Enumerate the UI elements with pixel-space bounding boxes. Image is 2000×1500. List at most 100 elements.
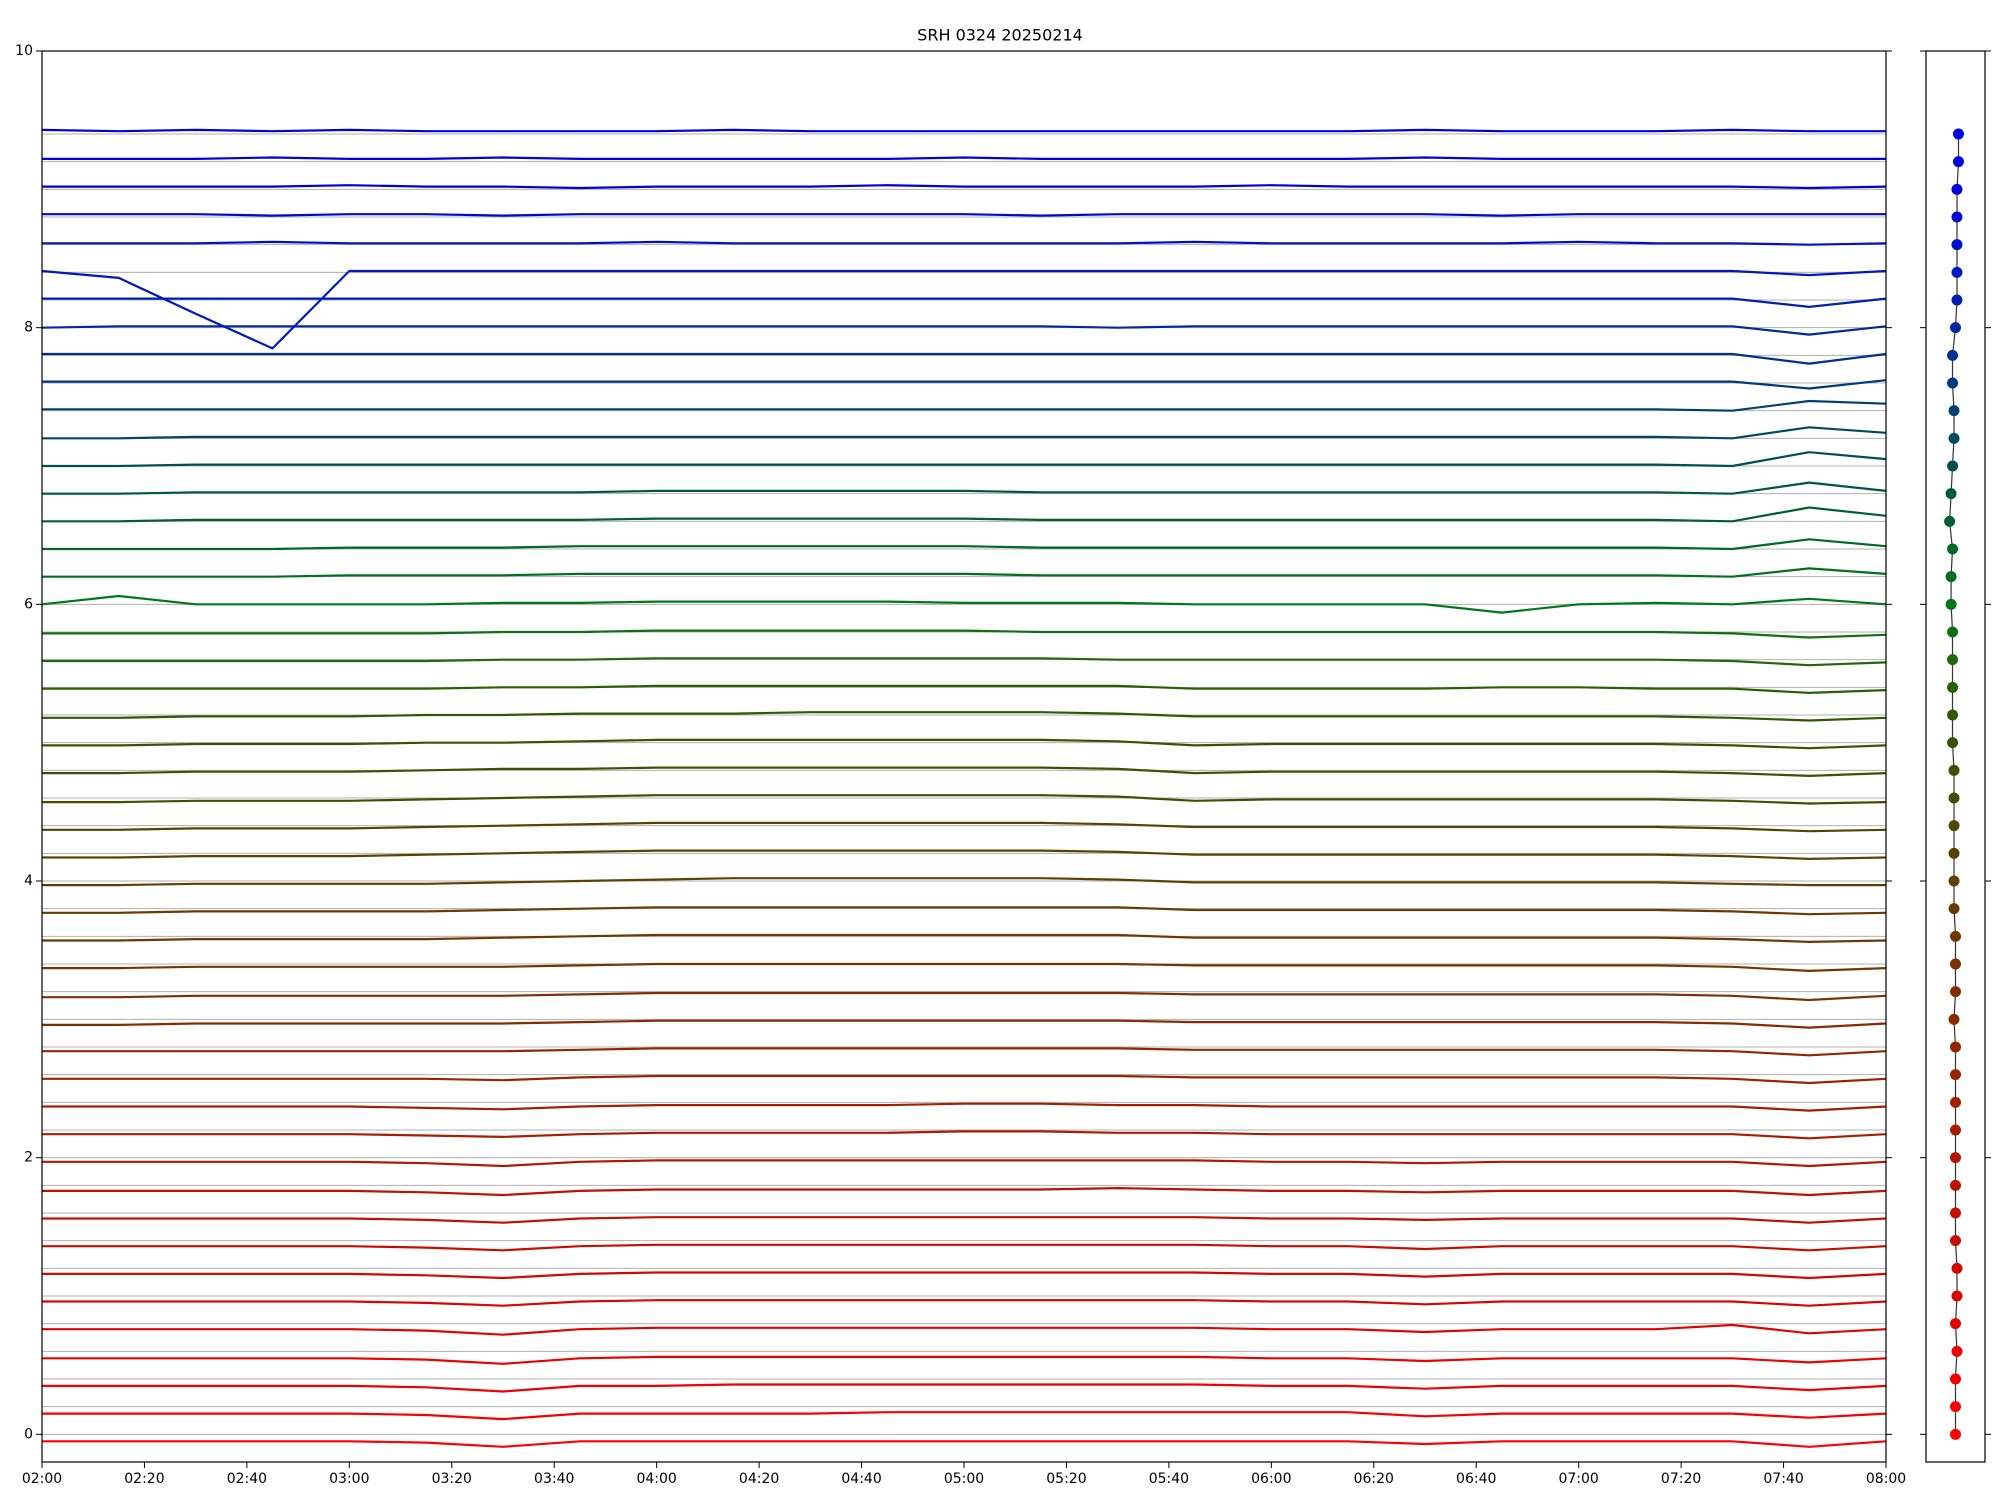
level-dot (1947, 349, 1959, 361)
trace-line (42, 1019, 1887, 1029)
level-dot (1950, 958, 1961, 970)
x-tick-label: 04:20 (739, 1471, 779, 1487)
level-dot (1948, 847, 1960, 859)
y-tick-label: 4 (24, 873, 33, 889)
trace-line (42, 629, 1887, 639)
level-dot (1950, 1318, 1961, 1330)
trace-line (42, 933, 1887, 943)
x-tick-label: 05:00 (944, 1471, 984, 1487)
trace-line (42, 849, 1887, 860)
trace-line (42, 352, 1887, 365)
level-dot (1952, 156, 1964, 168)
level-dot (1950, 1096, 1961, 1108)
trace-line (42, 1047, 1887, 1057)
x-tick-label: 03:00 (329, 1471, 369, 1487)
level-dot (1945, 488, 1957, 500)
trace-line (42, 1102, 1887, 1112)
level-dot (1948, 405, 1960, 417)
trace-line (42, 906, 1887, 916)
level-dot (1947, 654, 1959, 666)
trace-line (42, 379, 1887, 390)
level-dot (1947, 737, 1959, 749)
trace-line (42, 991, 1887, 1002)
trace-line (42, 1074, 1887, 1085)
level-dot (1948, 903, 1960, 915)
level-dot (1950, 1152, 1961, 1164)
x-tick-label: 07:20 (1661, 1471, 1701, 1487)
x-tick-label: 05:40 (1149, 1471, 1189, 1487)
level-dot (1950, 1401, 1961, 1413)
trace-line (42, 657, 1887, 667)
level-dot (1950, 322, 1961, 334)
level-dot (1947, 626, 1959, 638)
trace-line (42, 1411, 1887, 1421)
chart-title: SRH 0324 20250214 (917, 26, 1083, 45)
trace-line (42, 1440, 1887, 1448)
x-tick-label: 04:00 (636, 1471, 676, 1487)
trace-line (42, 1216, 1887, 1224)
trace-line (42, 184, 1887, 190)
panel-frame (1925, 50, 1986, 1463)
trace-line (42, 1243, 1887, 1252)
level-dot (1950, 1373, 1961, 1385)
trace-line (42, 426, 1887, 440)
y-tick-label: 10 (15, 43, 33, 59)
trace-line (41, 269, 1887, 350)
trace-line (42, 684, 1887, 694)
level-dot (1951, 266, 1963, 278)
trace-line (42, 1299, 1887, 1307)
x-tick-label: 06:40 (1456, 1471, 1496, 1487)
level-dot (1950, 1207, 1961, 1219)
trace-line (42, 1130, 1887, 1140)
trace-line (42, 451, 1887, 468)
trace-line (42, 738, 1887, 750)
trace-line (42, 1323, 1887, 1336)
level-dot (1947, 709, 1959, 721)
x-tick-label: 07:00 (1558, 1471, 1598, 1487)
x-tick-label: 02:40 (227, 1471, 267, 1487)
level-dot (1951, 183, 1963, 195)
x-tick-label: 07:40 (1763, 1471, 1803, 1487)
level-dot (1947, 681, 1959, 693)
x-tick-label: 08:00 (1866, 1471, 1906, 1487)
level-dot (1951, 1345, 1963, 1357)
trace-line (42, 506, 1887, 523)
x-tick-label: 04:40 (841, 1471, 881, 1487)
level-dot (1948, 1013, 1960, 1025)
level-dot (1950, 1069, 1961, 1081)
level-dot (1948, 875, 1960, 887)
level-dot (1948, 792, 1960, 804)
y-tick-label: 6 (24, 596, 33, 612)
trace-line (42, 877, 1886, 887)
trace-line (42, 1355, 1887, 1365)
y-tick-label: 0 (24, 1426, 33, 1442)
trace-line (42, 538, 1887, 551)
level-dot (1950, 986, 1961, 998)
trace-line (42, 821, 1887, 833)
trace-line (42, 711, 1887, 722)
x-tick-label: 06:00 (1251, 1471, 1291, 1487)
trace-line (41, 325, 1887, 336)
trace-line (42, 766, 1887, 777)
x-tick-label: 02:00 (22, 1471, 62, 1487)
level-dot (1951, 211, 1963, 223)
trace-line (42, 1383, 1887, 1393)
level-dot (1951, 239, 1963, 251)
level-dot (1950, 1179, 1961, 1191)
level-dot (1950, 1428, 1961, 1440)
y-tick-label: 8 (24, 320, 33, 336)
level-dot (1945, 598, 1957, 610)
x-tick-label: 06:20 (1354, 1471, 1394, 1487)
level-dot (1947, 543, 1959, 555)
x-tick-label: 03:20 (432, 1471, 472, 1487)
trace-line (42, 1159, 1887, 1168)
trace-line (41, 594, 1887, 614)
level-dot (1950, 1124, 1961, 1136)
trace-line (42, 567, 1887, 578)
level-dot (1948, 820, 1960, 832)
y-tick-label: 2 (24, 1150, 33, 1166)
level-dot (1944, 515, 1956, 527)
trace-line (42, 213, 1886, 217)
level-dot (1948, 764, 1960, 776)
